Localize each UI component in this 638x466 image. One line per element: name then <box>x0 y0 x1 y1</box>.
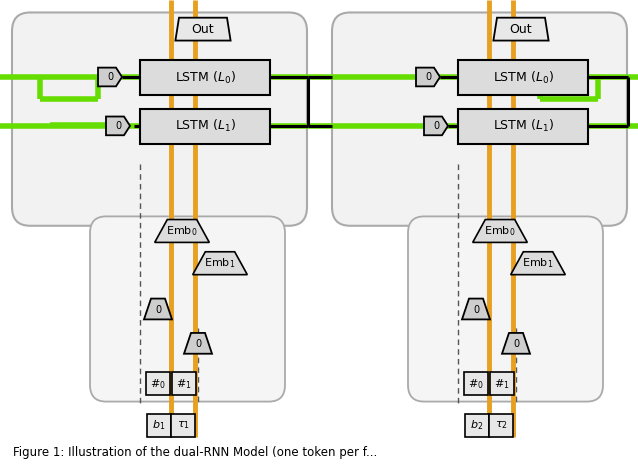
FancyBboxPatch shape <box>332 13 627 226</box>
Bar <box>140 60 270 95</box>
Bar <box>465 414 489 437</box>
FancyBboxPatch shape <box>408 216 603 402</box>
Bar <box>146 372 170 395</box>
Text: LSTM $(L_1)$: LSTM $(L_1)$ <box>175 118 235 135</box>
Text: Out: Out <box>191 23 214 35</box>
Text: Out: Out <box>510 23 532 35</box>
Text: $b_2$: $b_2$ <box>470 418 484 432</box>
Text: $\mathrm{Emb}_1$: $\mathrm{Emb}_1$ <box>204 256 235 270</box>
Text: 0: 0 <box>115 121 121 131</box>
Polygon shape <box>502 333 530 354</box>
Text: $\mathrm{Emb}_0$: $\mathrm{Emb}_0$ <box>484 224 516 238</box>
Text: 0: 0 <box>425 72 431 82</box>
Text: $b_1$: $b_1$ <box>152 418 166 432</box>
Text: 0: 0 <box>433 121 439 131</box>
Text: $\tau_1$: $\tau_1$ <box>177 419 189 432</box>
Text: 0: 0 <box>155 305 161 315</box>
Bar <box>490 372 514 395</box>
Polygon shape <box>98 68 122 86</box>
Text: $\#_1$: $\#_1$ <box>176 377 192 391</box>
Bar <box>458 109 588 144</box>
Polygon shape <box>154 219 209 242</box>
Polygon shape <box>493 18 549 41</box>
FancyBboxPatch shape <box>12 13 307 226</box>
Polygon shape <box>144 299 172 319</box>
Polygon shape <box>462 299 490 319</box>
Text: 0: 0 <box>107 72 113 82</box>
Polygon shape <box>416 68 440 86</box>
Text: $\#_0$: $\#_0$ <box>150 377 166 391</box>
Text: 0: 0 <box>473 305 479 315</box>
Polygon shape <box>193 252 248 274</box>
Polygon shape <box>184 333 212 354</box>
Text: LSTM $(L_0)$: LSTM $(L_0)$ <box>175 69 235 86</box>
Text: $\#_1$: $\#_1$ <box>494 377 510 391</box>
Polygon shape <box>473 219 527 242</box>
Bar <box>147 414 171 437</box>
Bar <box>140 109 270 144</box>
Text: 0: 0 <box>513 339 519 350</box>
Text: LSTM $(L_1)$: LSTM $(L_1)$ <box>493 118 553 135</box>
Polygon shape <box>106 116 130 135</box>
Text: $\#_0$: $\#_0$ <box>468 377 484 391</box>
Text: $\tau_2$: $\tau_2$ <box>494 419 507 432</box>
Bar <box>172 372 196 395</box>
Text: $\mathrm{Emb}_0$: $\mathrm{Emb}_0$ <box>167 224 198 238</box>
Polygon shape <box>510 252 565 274</box>
Bar <box>489 414 513 437</box>
Bar <box>458 60 588 95</box>
Bar <box>464 372 488 395</box>
FancyBboxPatch shape <box>90 216 285 402</box>
Bar <box>171 414 195 437</box>
Text: Figure 1: Illustration of the dual-RNN Model (one token per f...: Figure 1: Illustration of the dual-RNN M… <box>13 446 377 459</box>
Text: $\mathrm{Emb}_1$: $\mathrm{Emb}_1$ <box>523 256 554 270</box>
Text: 0: 0 <box>195 339 201 350</box>
Polygon shape <box>424 116 448 135</box>
Text: LSTM $(L_0)$: LSTM $(L_0)$ <box>493 69 553 86</box>
Polygon shape <box>175 18 230 41</box>
